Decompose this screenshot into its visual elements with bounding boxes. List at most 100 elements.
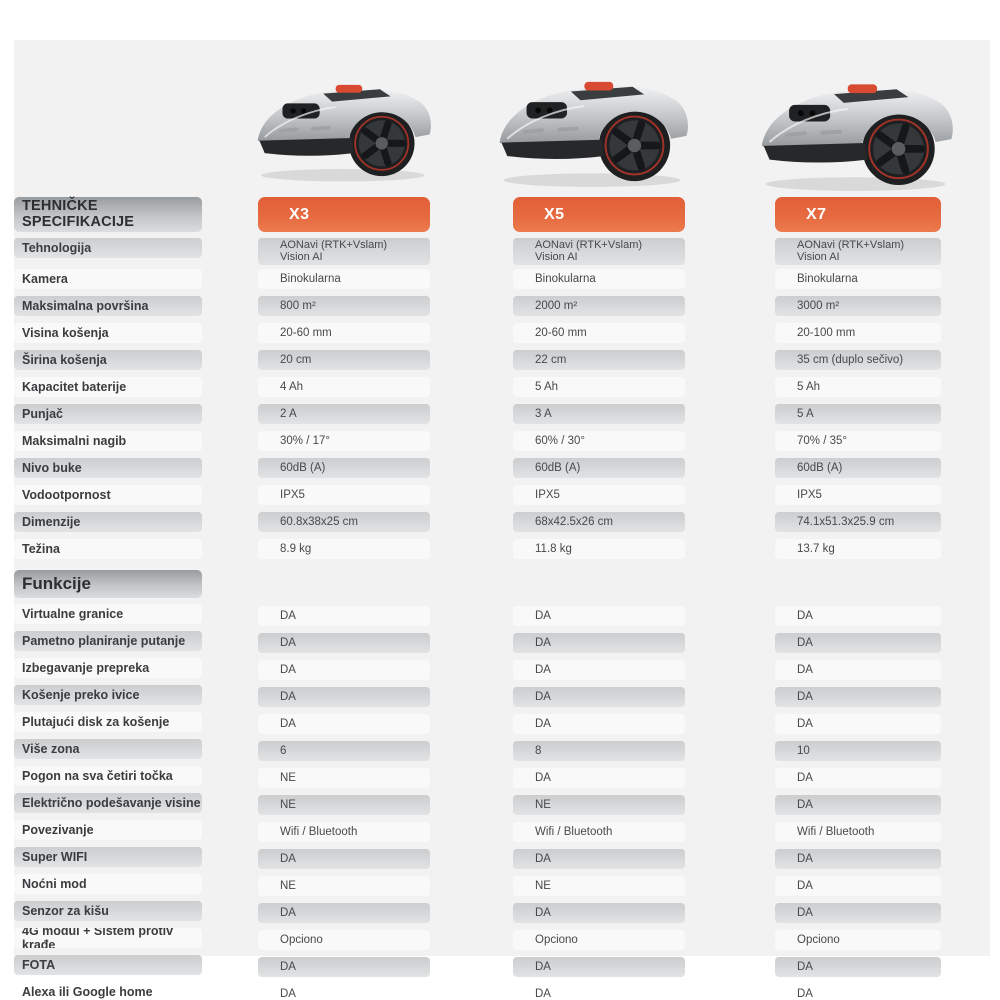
function-row: Super WIFI [14, 847, 202, 872]
spec-row: 35 cm (duplo sečivo) [775, 350, 941, 375]
value-x7: 70% / 35° [775, 431, 941, 451]
function-row: NE [258, 795, 430, 820]
value-x3: 30% / 17° [258, 431, 430, 451]
value-x5: DA [513, 660, 685, 680]
function-row: Wifi / Bluetooth [775, 822, 941, 847]
value-x7: Binokularna [775, 269, 941, 289]
value-x5: 20-60 mm [513, 323, 685, 343]
function-row: 4G modul + Sistem protiv krađe [14, 928, 202, 953]
value-x7: DA [775, 660, 941, 680]
spec-row: 20 cm [258, 350, 430, 375]
function-row: DA [775, 984, 941, 1000]
value-x3: 4 Ah [258, 377, 430, 397]
spec-row: 5 Ah [513, 377, 685, 402]
value-x5: DA [513, 687, 685, 707]
value-x7: 60dB (A) [775, 458, 941, 478]
value-x5: DA [513, 903, 685, 923]
value-x5: DA [513, 849, 685, 869]
spec-row: Vodootpornost [14, 485, 202, 510]
function-row: 6 [258, 741, 430, 766]
spec-row: 22 cm [513, 350, 685, 375]
value-x7: AONavi (RTK+Vslam) Vision AI [775, 238, 941, 265]
function-row: DA [513, 660, 685, 685]
function-row: DA [258, 957, 430, 982]
spec-row: Maksimalni nagib [14, 431, 202, 456]
spec-row: 5 Ah [775, 377, 941, 402]
row-label: Noćni mod [14, 874, 202, 894]
function-row: NE [513, 876, 685, 901]
spec-row: Binokularna [775, 269, 941, 294]
spec-row: 4 Ah [258, 377, 430, 402]
value-x5: Binokularna [513, 269, 685, 289]
spec-row: 20-60 mm [513, 323, 685, 348]
value-x3: Opciono [258, 930, 430, 950]
row-label: FOTA [14, 955, 202, 975]
value-x7: 10 [775, 741, 941, 761]
function-row: DA [775, 768, 941, 793]
function-row: Virtualne granice [14, 604, 202, 629]
spec-row: AONavi (RTK+Vslam) Vision AI [513, 238, 685, 267]
function-row: Košenje preko ivice [14, 685, 202, 710]
value-x5: NE [513, 876, 685, 896]
row-label: Alexa ili Google home [14, 982, 202, 1000]
value-x5: 5 Ah [513, 377, 685, 397]
value-x7: DA [775, 903, 941, 923]
function-row: DA [513, 687, 685, 712]
value-x7: DA [775, 633, 941, 653]
functions-section-header: Funkcije [14, 570, 202, 598]
function-row: Noćni mod [14, 874, 202, 899]
function-row: Alexa ili Google home [14, 982, 202, 1000]
column-x3: X3 AONavi (RTK+Vslam) Vision AI Binokular… [258, 197, 430, 1000]
function-row: DA [775, 660, 941, 685]
value-x5: 60dB (A) [513, 458, 685, 478]
row-label: Pametno planiranje putanje [14, 631, 202, 651]
spec-row: 68x42.5x26 cm [513, 512, 685, 537]
function-row: DA [775, 849, 941, 874]
value-x3: AONavi (RTK+Vslam) Vision AI [258, 238, 430, 265]
function-row: DA [513, 714, 685, 739]
value-x5: DA [513, 957, 685, 977]
spec-row: Dimenzije [14, 512, 202, 537]
function-row: Senzor za kišu [14, 901, 202, 926]
value-x7: DA [775, 876, 941, 896]
spec-row: 20-100 mm [775, 323, 941, 348]
row-label: Plutajući disk za košenje [14, 712, 202, 732]
value-x7: Opciono [775, 930, 941, 950]
value-x7: 5 A [775, 404, 941, 424]
value-x7: DA [775, 849, 941, 869]
spec-row: 3000 m² [775, 296, 941, 321]
spec-row: Težina [14, 539, 202, 564]
function-row: Wifi / Bluetooth [513, 822, 685, 847]
value-x5: 11.8 kg [513, 539, 685, 559]
value-x3: NE [258, 768, 430, 788]
function-row: 8 [513, 741, 685, 766]
value-x3: 6 [258, 741, 430, 761]
row-label: Punjač [14, 404, 202, 424]
value-x5: AONavi (RTK+Vslam) Vision AI [513, 238, 685, 265]
spec-row: 60dB (A) [258, 458, 430, 483]
function-row: DA [513, 633, 685, 658]
function-row: DA [258, 903, 430, 928]
value-x7: DA [775, 957, 941, 977]
row-label: 4G modul + Sistem protiv krađe [14, 928, 202, 948]
function-row: DA [258, 714, 430, 739]
value-x3: 8.9 kg [258, 539, 430, 559]
function-row: Opciono [258, 930, 430, 955]
value-x3: DA [258, 957, 430, 977]
functions-header-spacer [258, 564, 430, 604]
function-row: DA [775, 903, 941, 928]
spec-row: IPX5 [775, 485, 941, 510]
value-x3: 2 A [258, 404, 430, 424]
row-label: Više zona [14, 739, 202, 759]
row-label: Tehnologija [14, 238, 202, 258]
functions-header-spacer [775, 564, 941, 604]
function-row: DA [775, 957, 941, 982]
product-header-x5: X5 [513, 197, 685, 232]
function-row: DA [775, 876, 941, 901]
function-row: DA [258, 633, 430, 658]
value-x3: DA [258, 903, 430, 923]
function-row: DA [258, 687, 430, 712]
function-row: Opciono [775, 930, 941, 955]
function-row: DA [258, 660, 430, 685]
